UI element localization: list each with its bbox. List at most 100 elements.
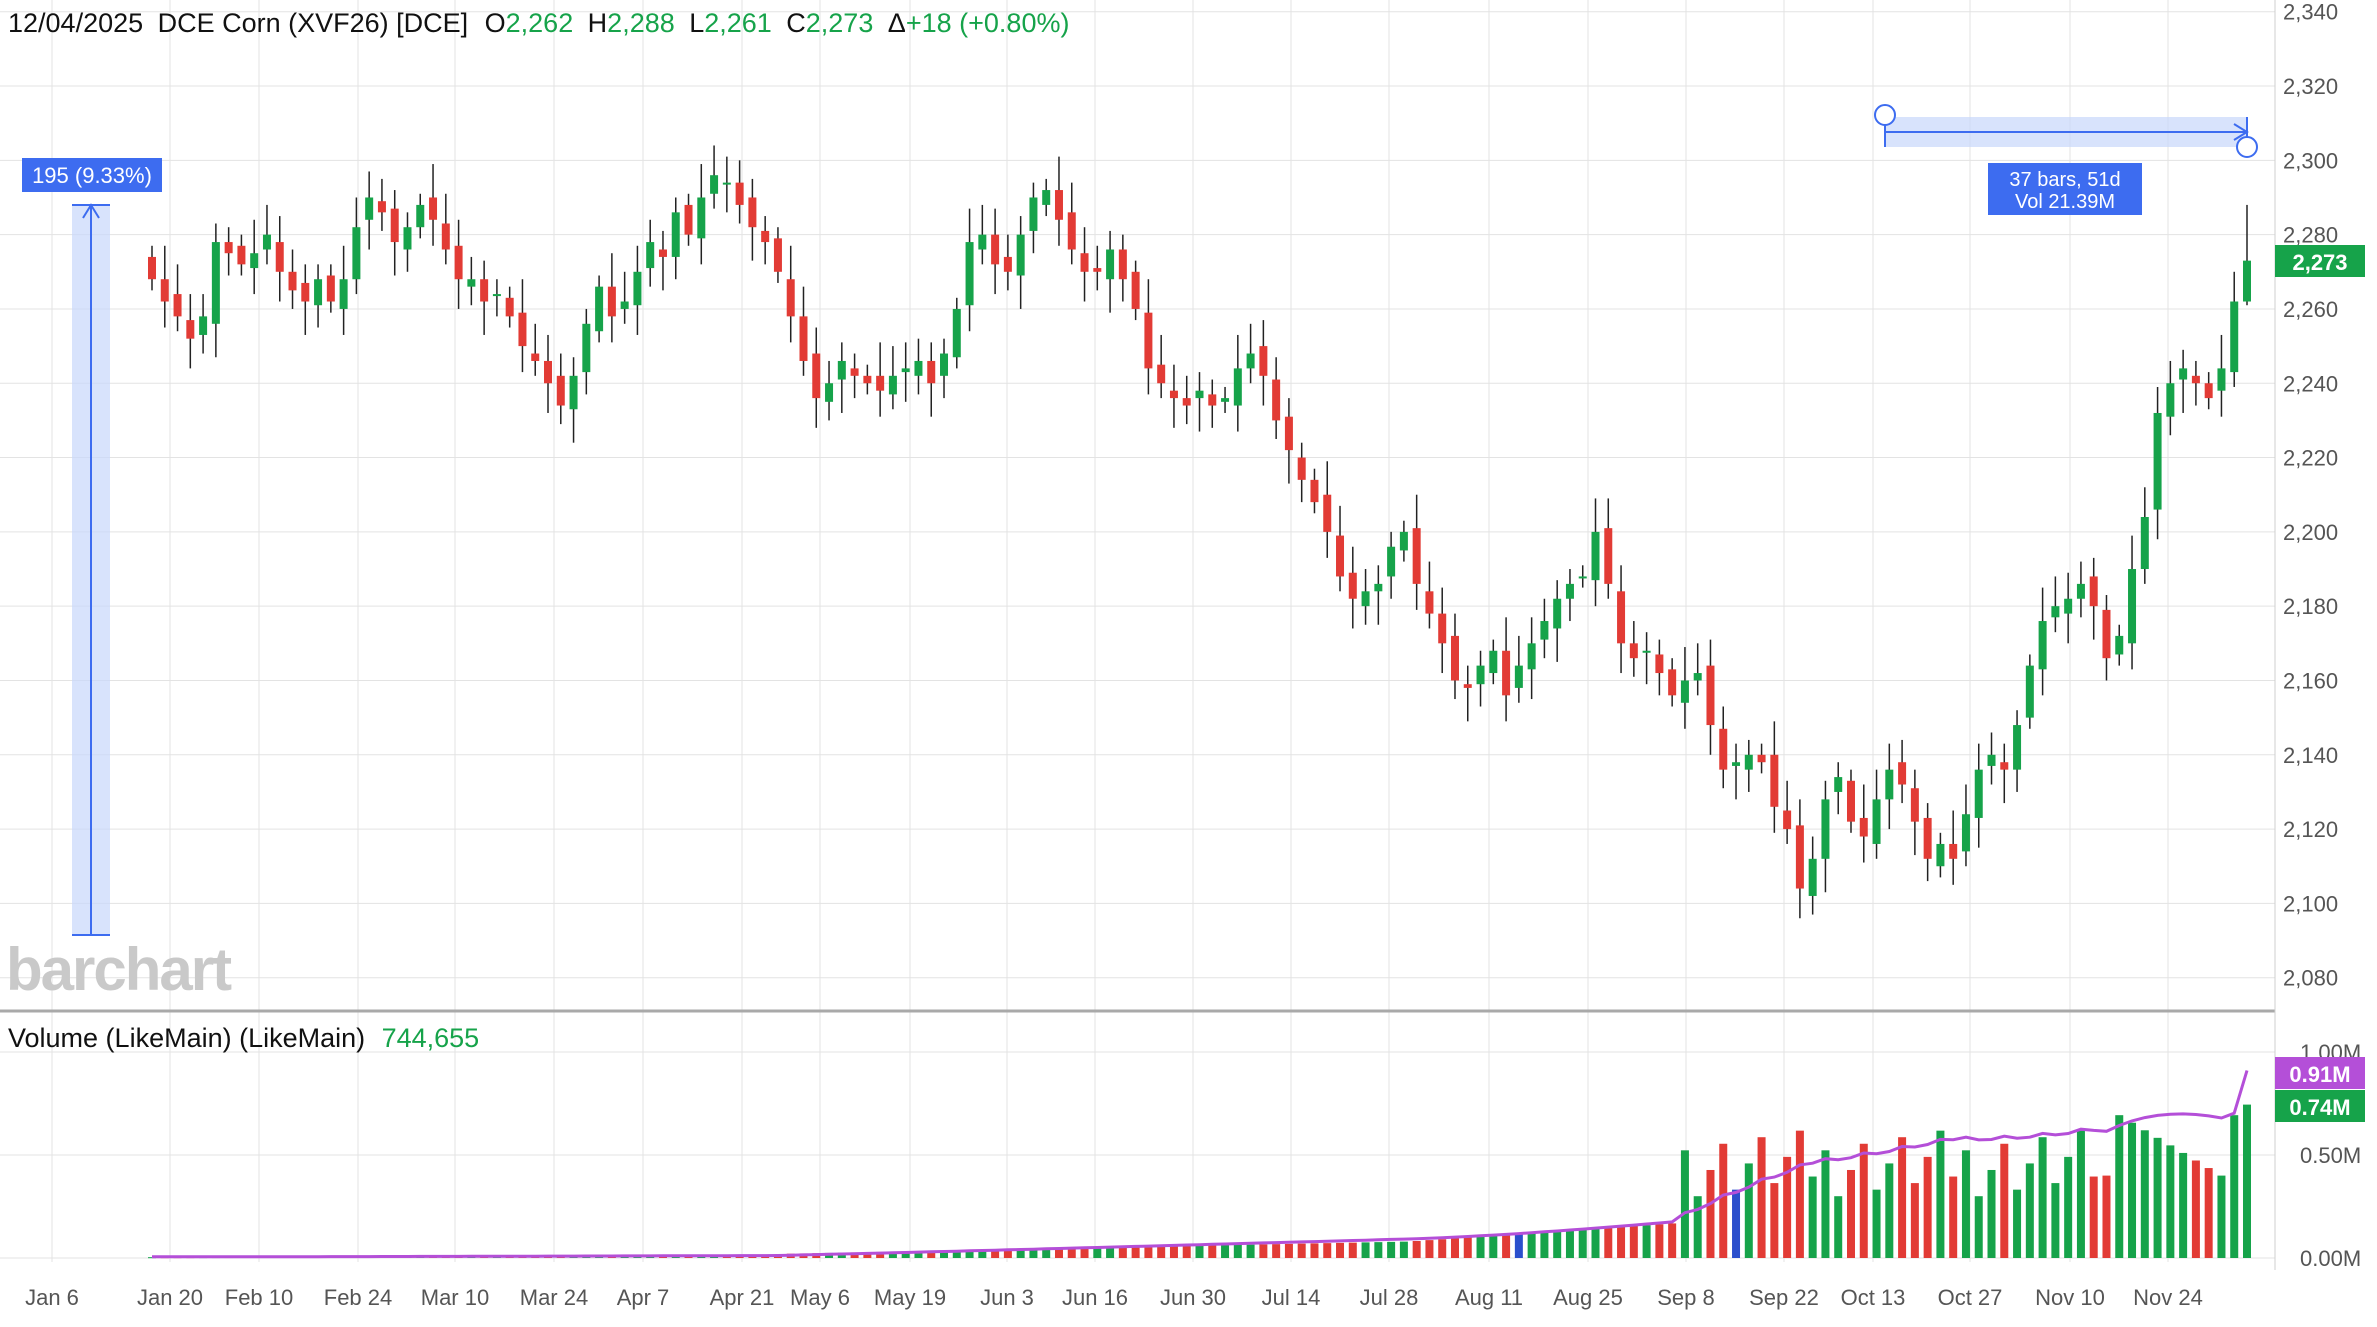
candle[interactable] — [173, 264, 182, 332]
volume-bar[interactable] — [914, 1251, 923, 1258]
candle[interactable] — [262, 204, 271, 265]
candle[interactable] — [595, 275, 604, 343]
bars-measure-annotation[interactable]: 37 bars, 51d Vol 21.39M — [1874, 104, 2258, 215]
candle[interactable] — [377, 178, 386, 231]
candle[interactable] — [467, 256, 476, 306]
candle[interactable] — [1272, 357, 1281, 439]
candle[interactable] — [952, 297, 961, 369]
candle[interactable] — [1770, 721, 1779, 833]
candle[interactable] — [505, 286, 514, 328]
candle[interactable] — [748, 178, 757, 261]
volume-bar[interactable] — [1157, 1246, 1166, 1258]
candle[interactable] — [326, 264, 335, 313]
candle[interactable] — [1259, 320, 1268, 406]
candle[interactable] — [812, 327, 821, 428]
candle[interactable] — [416, 193, 425, 239]
volume-bar[interactable] — [952, 1250, 961, 1258]
volume-bar[interactable] — [1821, 1150, 1830, 1258]
candle[interactable] — [1604, 498, 1613, 599]
candle[interactable] — [1514, 635, 1523, 703]
volume-bar[interactable] — [1732, 1189, 1741, 1258]
volume-bar[interactable] — [991, 1249, 1000, 1258]
candle[interactable] — [1655, 639, 1664, 696]
volume-bar[interactable] — [1144, 1246, 1153, 1258]
candle[interactable] — [1169, 364, 1178, 428]
volume-bar[interactable] — [1514, 1233, 1523, 1258]
candle[interactable] — [403, 212, 412, 272]
volume-series[interactable] — [148, 1104, 2251, 1259]
candle[interactable] — [1336, 505, 1345, 592]
candle[interactable] — [2217, 334, 2226, 417]
volume-bar[interactable] — [1502, 1234, 1511, 1258]
candle[interactable] — [1323, 461, 1332, 558]
measure-end-handle[interactable] — [2236, 136, 2258, 158]
volume-bar[interactable] — [2217, 1175, 2226, 1258]
candle[interactable] — [773, 227, 782, 283]
candle[interactable] — [160, 245, 169, 328]
candle[interactable] — [633, 245, 642, 335]
volume-bar[interactable] — [1310, 1243, 1319, 1258]
candle[interactable] — [352, 197, 361, 295]
candle[interactable] — [2013, 710, 2022, 792]
candle[interactable] — [786, 245, 795, 343]
candle[interactable] — [825, 360, 834, 421]
candle[interactable] — [480, 260, 489, 335]
volume-bar[interactable] — [1259, 1244, 1268, 1258]
volume-bar[interactable] — [1016, 1249, 1025, 1258]
candle[interactable] — [888, 346, 897, 410]
candle[interactable] — [1642, 632, 1651, 685]
volume-bar[interactable] — [1936, 1130, 1945, 1258]
volume-bar[interactable] — [1693, 1196, 1702, 1258]
volume-bar[interactable] — [1834, 1196, 1843, 1258]
candle[interactable] — [1016, 216, 1025, 309]
candle[interactable] — [1629, 621, 1638, 677]
volume-bar[interactable] — [1054, 1248, 1063, 1258]
volume-bar[interactable] — [1438, 1239, 1447, 1258]
volume-bar[interactable] — [1029, 1248, 1038, 1258]
volume-bar[interactable] — [1553, 1231, 1562, 1258]
candle[interactable] — [556, 353, 565, 425]
volume-bar[interactable] — [1489, 1235, 1498, 1258]
candle[interactable] — [2025, 654, 2034, 729]
candle[interactable] — [710, 145, 719, 209]
candle[interactable] — [1565, 569, 1574, 622]
candle[interactable] — [646, 219, 655, 287]
candle[interactable] — [1540, 598, 1549, 659]
candle[interactable] — [2166, 360, 2175, 436]
candle[interactable] — [1463, 665, 1472, 722]
volume-bar[interactable] — [2051, 1183, 2060, 1258]
volume-bar[interactable] — [850, 1252, 859, 1258]
candle[interactable] — [991, 208, 1000, 295]
candle[interactable] — [544, 334, 553, 413]
candle[interactable] — [2038, 587, 2047, 696]
volume-bar[interactable] — [1872, 1189, 1881, 1258]
volume-bar[interactable] — [2128, 1122, 2137, 1258]
candle[interactable] — [1668, 658, 1677, 707]
volume-bar[interactable] — [1425, 1240, 1434, 1258]
candle[interactable] — [2153, 386, 2162, 540]
volume-bar[interactable] — [1719, 1143, 1728, 1258]
candle[interactable] — [1706, 639, 1715, 755]
candle[interactable] — [1144, 279, 1153, 395]
volume-bar[interactable] — [1706, 1169, 1715, 1258]
candle[interactable] — [876, 342, 885, 417]
candle[interactable] — [1195, 372, 1204, 432]
volume-bar[interactable] — [1106, 1247, 1115, 1258]
candle[interactable] — [2076, 561, 2085, 618]
candle[interactable] — [339, 245, 348, 335]
candle[interactable] — [441, 193, 450, 265]
candle[interactable] — [1859, 784, 1868, 863]
volume-bar[interactable] — [1974, 1196, 1983, 1258]
candle[interactable] — [1936, 832, 1945, 878]
candle[interactable] — [250, 219, 259, 295]
candle[interactable] — [1795, 799, 1804, 919]
candle[interactable] — [1744, 739, 1753, 792]
candle[interactable] — [1131, 260, 1140, 321]
volume-bar[interactable] — [1361, 1242, 1370, 1258]
candle[interactable] — [1693, 643, 1702, 696]
candle[interactable] — [1476, 650, 1485, 707]
volume-bar[interactable] — [1387, 1241, 1396, 1258]
volume-bar[interactable] — [1783, 1156, 1792, 1258]
volume-bar[interactable] — [978, 1249, 987, 1258]
